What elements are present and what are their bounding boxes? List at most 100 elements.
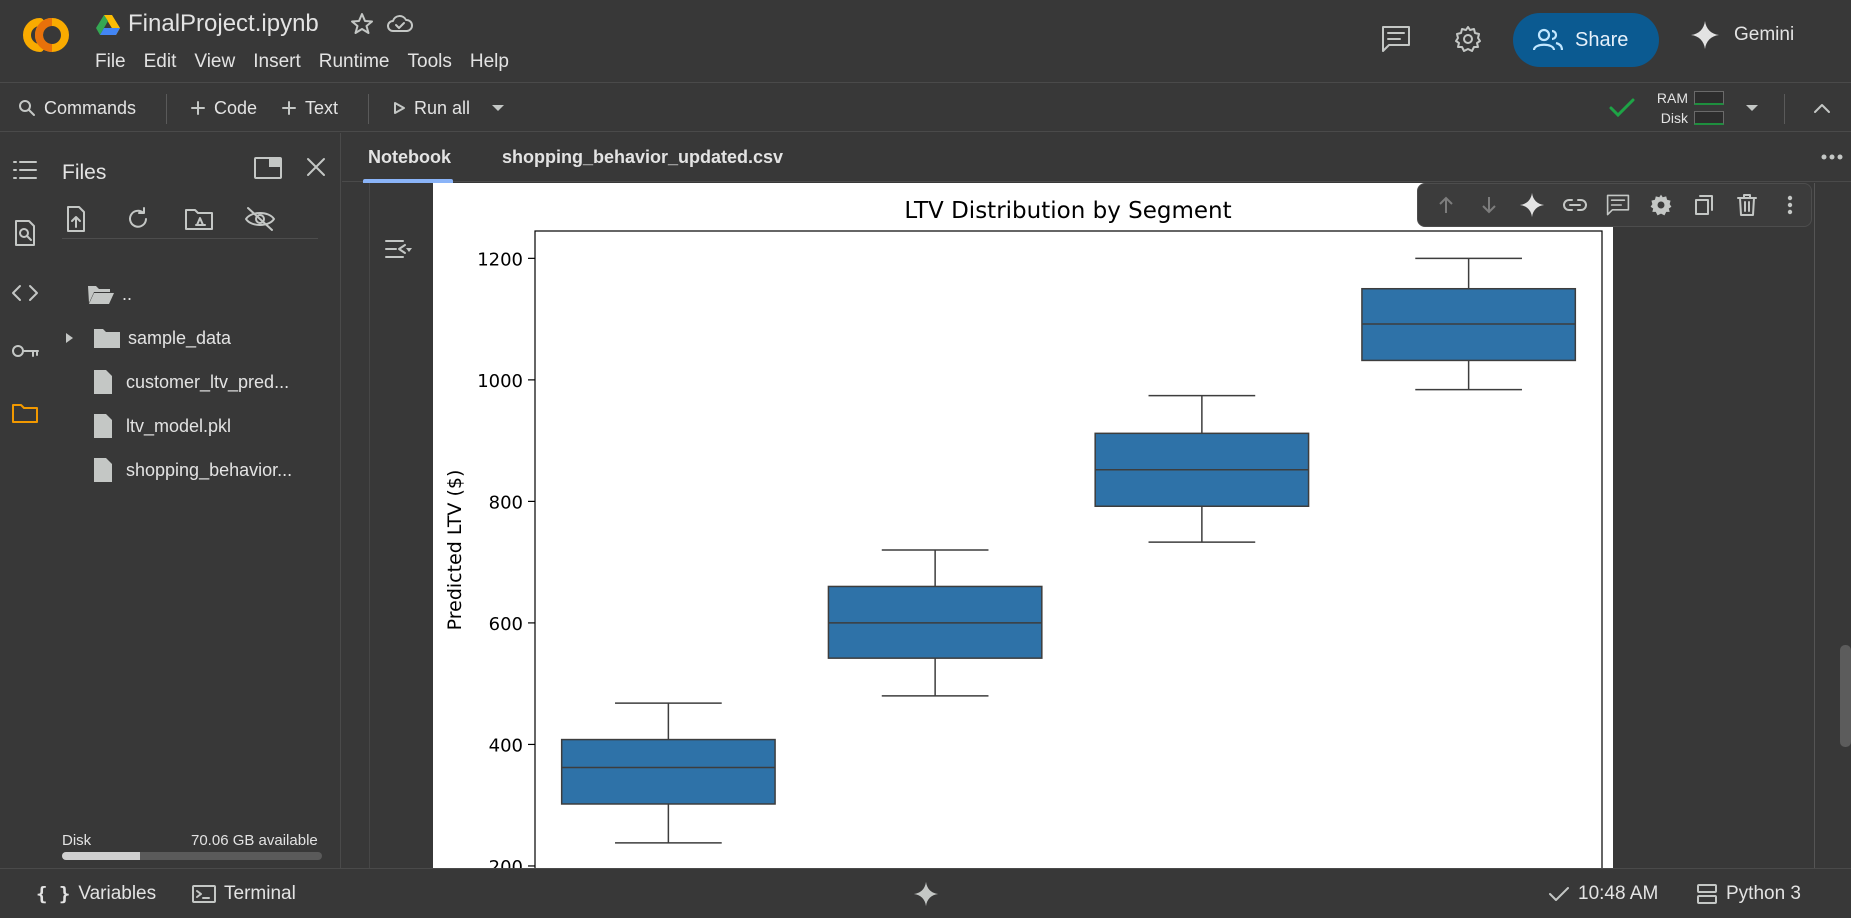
move-cell-up-icon[interactable] xyxy=(1424,183,1467,227)
box-4 xyxy=(1361,257,1577,391)
menubar: File Edit View Insert Runtime Tools Help xyxy=(95,51,527,73)
file-item-parent[interactable]: .. xyxy=(46,272,132,316)
menu-file[interactable]: File xyxy=(95,51,126,72)
menu-tools[interactable]: Tools xyxy=(407,51,452,72)
disk-usage-label: Disk xyxy=(62,832,92,849)
table-of-contents-icon[interactable] xyxy=(12,159,38,181)
tab-notebook[interactable]: Notebook xyxy=(368,147,451,167)
gemini-center-icon[interactable] xyxy=(913,869,939,918)
plus-icon xyxy=(281,100,297,116)
file-item-sample-data[interactable]: sample_data xyxy=(46,316,231,360)
close-panel-icon[interactable] xyxy=(304,155,328,179)
move-cell-down-icon[interactable] xyxy=(1467,183,1510,227)
file-item-ltv-model[interactable]: ltv_model.pkl xyxy=(46,404,231,448)
header: FinalProject.ipynb File Edit View Insert… xyxy=(0,0,1851,83)
file-item-label: ltv_model.pkl xyxy=(126,415,232,436)
refresh-icon[interactable] xyxy=(124,205,152,233)
more-tabs-icon[interactable] xyxy=(1820,147,1844,167)
file-item-shopping-behavior[interactable]: shopping_behavior... xyxy=(46,448,292,492)
menu-runtime[interactable]: Runtime xyxy=(318,51,390,72)
files-folder-icon[interactable] xyxy=(11,401,39,425)
commands-label: Commands xyxy=(44,97,137,118)
cloud-saved-icon[interactable] xyxy=(386,12,414,36)
iqr-box xyxy=(560,738,776,805)
disk-usage-fill xyxy=(62,852,140,860)
ltv-boxplot: 200 400 600 800 1000 1200 LTV Distribution by… xyxy=(444,198,1603,868)
y-tick-label: 800 xyxy=(489,492,523,513)
notebook-scrollbar-track[interactable] xyxy=(1814,183,1840,868)
delete-cell-trash-icon[interactable] xyxy=(1725,183,1768,227)
comments-icon[interactable] xyxy=(1380,24,1412,54)
hide-files-eye-off-icon[interactable] xyxy=(244,205,276,233)
secrets-key-icon[interactable] xyxy=(10,340,40,362)
variables-button[interactable]: { } Variables xyxy=(36,869,156,918)
settings-gear-icon[interactable] xyxy=(1453,24,1483,54)
run-all-button[interactable]: Run all xyxy=(392,84,470,132)
file-icon xyxy=(92,457,114,483)
file-icon xyxy=(92,413,114,439)
collapse-header-button[interactable] xyxy=(1812,84,1832,132)
tab-shopping-behavior-csv[interactable]: shopping_behavior_updated.csv xyxy=(502,147,784,167)
text-label: Text xyxy=(305,97,339,118)
resources-indicator[interactable]: RAM Disk xyxy=(1652,88,1724,128)
gemini-button[interactable]: Gemini xyxy=(1690,20,1794,50)
cell-output-plot: 200 400 600 800 1000 1200 LTV Distribution by… xyxy=(433,183,1613,868)
execution-status[interactable]: 10:48 AM xyxy=(1548,869,1658,918)
more-options-icon[interactable] xyxy=(1768,183,1811,227)
kernel-label: Python 3 xyxy=(1726,883,1801,904)
menu-help[interactable]: Help xyxy=(469,51,509,72)
menu-edit[interactable]: Edit xyxy=(143,51,177,72)
mirror-cell-icon[interactable] xyxy=(1682,183,1725,227)
mount-drive-icon[interactable] xyxy=(184,205,214,233)
chart-title: LTV Distribution by Segment xyxy=(904,198,1231,224)
status-bar: { } Variables Terminal 10:48 AM Python 3 xyxy=(0,868,1851,918)
disk-bar xyxy=(1694,111,1724,125)
plus-icon xyxy=(190,100,206,116)
star-icon[interactable] xyxy=(350,12,374,36)
terminal-button[interactable]: Terminal xyxy=(192,869,296,918)
connected-check-icon[interactable] xyxy=(1608,84,1636,132)
add-text-button[interactable]: Text xyxy=(281,84,338,132)
box-1 xyxy=(560,702,776,844)
variables-label: Variables xyxy=(78,883,157,904)
upload-file-icon[interactable] xyxy=(62,205,90,233)
notebook-tabs: Notebook shopping_behavior_updated.csv xyxy=(342,133,1851,182)
toolbar-divider xyxy=(166,94,167,124)
people-icon xyxy=(1533,28,1563,52)
link-icon[interactable] xyxy=(1553,183,1596,227)
kernel-indicator[interactable]: Python 3 xyxy=(1696,869,1801,918)
open-in-tab-icon[interactable] xyxy=(253,155,283,181)
menu-insert[interactable]: Insert xyxy=(253,51,301,72)
comment-icon[interactable] xyxy=(1596,183,1639,227)
notebook-title[interactable]: FinalProject.ipynb xyxy=(128,10,319,37)
left-rail xyxy=(0,133,46,868)
code-label: Code xyxy=(214,97,258,118)
notebook-scrollbar-thumb[interactable] xyxy=(1840,645,1851,747)
plot-frame xyxy=(534,230,1603,868)
file-item-customer-ltv[interactable]: customer_ltv_pred... xyxy=(46,360,289,404)
find-icon[interactable] xyxy=(12,219,38,247)
gemini-label: Gemini xyxy=(1734,24,1795,45)
share-label: Share xyxy=(1575,28,1629,51)
colab-logo[interactable] xyxy=(16,14,76,56)
disk-available-text: 70.06 GB available xyxy=(191,832,318,849)
gemini-sparkle-icon[interactable] xyxy=(1510,183,1553,227)
share-button[interactable]: Share xyxy=(1513,13,1659,67)
toolbar-divider xyxy=(368,94,369,124)
caret-right-icon xyxy=(62,331,76,345)
cell-settings-gear-icon[interactable] xyxy=(1639,183,1682,227)
files-panel-title: Files xyxy=(62,161,107,184)
add-code-button[interactable]: Code xyxy=(190,84,257,132)
resources-dropdown[interactable] xyxy=(1744,84,1760,132)
code-snippets-icon[interactable] xyxy=(11,282,39,304)
search-icon xyxy=(18,99,36,117)
output-actions-icon[interactable] xyxy=(383,236,413,262)
commands-button[interactable]: Commands xyxy=(18,84,136,132)
menu-view[interactable]: View xyxy=(194,51,236,72)
disk-usage-bar xyxy=(62,852,322,860)
curly-braces-icon: { } xyxy=(36,883,71,905)
run-all-dropdown[interactable] xyxy=(490,84,506,132)
chevron-up-icon xyxy=(1812,101,1832,115)
file-item-label: customer_ltv_pred... xyxy=(126,371,290,392)
y-axis-label: Predicted LTV ($) xyxy=(444,470,466,631)
